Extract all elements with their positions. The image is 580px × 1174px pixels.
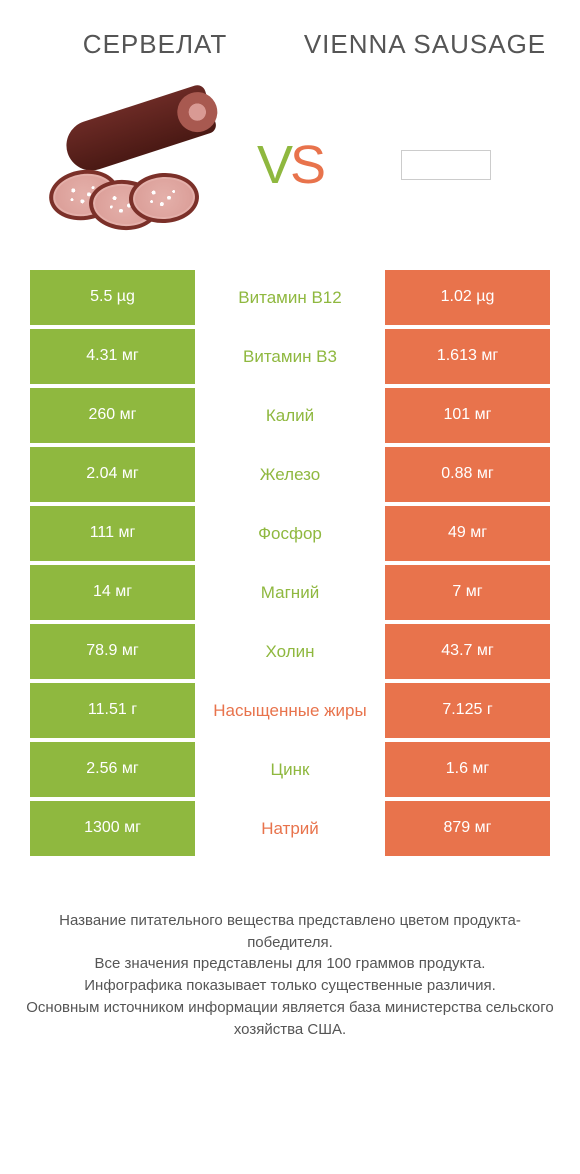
footer-line-2: Все значения представлены для 100 граммо… <box>20 953 560 975</box>
cervelat-illustration <box>34 95 234 235</box>
left-value: 5.5 µg <box>30 270 195 325</box>
left-value: 2.04 мг <box>30 447 195 502</box>
left-value: 11.51 г <box>30 683 195 738</box>
table-row: 2.04 мгЖелезо0.88 мг <box>30 447 550 502</box>
right-image-col <box>331 90 560 240</box>
table-row: 14 мгМагний7 мг <box>30 565 550 620</box>
comparison-table: 5.5 µgВитамин B121.02 µg4.31 мгВитамин B… <box>0 270 580 856</box>
nutrient-label: Цинк <box>195 742 385 797</box>
left-value: 111 мг <box>30 506 195 561</box>
vs-s: S <box>290 135 323 195</box>
left-value: 14 мг <box>30 565 195 620</box>
right-value: 7 мг <box>385 565 550 620</box>
table-row: 260 мгКалий101 мг <box>30 388 550 443</box>
right-value: 101 мг <box>385 388 550 443</box>
left-value: 1300 мг <box>30 801 195 856</box>
footer-line-3: Инфографика показывает только существенн… <box>20 975 560 997</box>
left-image-col <box>20 90 249 240</box>
right-value: 1.02 µg <box>385 270 550 325</box>
nutrient-label: Витамин B12 <box>195 270 385 325</box>
header-left: СЕРВЕЛАТ <box>20 30 290 60</box>
vs-v: V <box>257 135 290 195</box>
left-product-title: СЕРВЕЛАТ <box>20 30 290 60</box>
table-row: 11.51 гНасыщенные жиры7.125 г <box>30 683 550 738</box>
nutrient-label: Насыщенные жиры <box>195 683 385 738</box>
left-value: 4.31 мг <box>30 329 195 384</box>
right-product-title: VIENNA SAUSAGE <box>290 30 560 60</box>
nutrient-label: Фосфор <box>195 506 385 561</box>
table-row: 78.9 мгХолин43.7 мг <box>30 624 550 679</box>
table-row: 1300 мгНатрий879 мг <box>30 801 550 856</box>
footer-notes: Название питательного вещества представл… <box>0 860 580 1041</box>
header-right: VIENNA SAUSAGE <box>290 30 560 60</box>
left-value: 260 мг <box>30 388 195 443</box>
table-row: 5.5 µgВитамин B121.02 µg <box>30 270 550 325</box>
right-value: 879 мг <box>385 801 550 856</box>
left-value: 2.56 мг <box>30 742 195 797</box>
footer-line-1: Название питательного вещества представл… <box>20 910 560 954</box>
right-value: 0.88 мг <box>385 447 550 502</box>
right-value: 49 мг <box>385 506 550 561</box>
header: СЕРВЕЛАТ VIENNA SAUSAGE <box>0 0 580 70</box>
right-value: 1.613 мг <box>385 329 550 384</box>
nutrient-label: Калий <box>195 388 385 443</box>
left-value: 78.9 мг <box>30 624 195 679</box>
image-row: VS <box>0 70 580 270</box>
footer-line-4: Основным источником информации является … <box>20 997 560 1041</box>
nutrient-label: Натрий <box>195 801 385 856</box>
nutrient-label: Витамин B3 <box>195 329 385 384</box>
nutrient-label: Магний <box>195 565 385 620</box>
nutrient-label: Холин <box>195 624 385 679</box>
vienna-image-placeholder <box>401 150 491 180</box>
right-value: 7.125 г <box>385 683 550 738</box>
table-row: 4.31 мгВитамин B31.613 мг <box>30 329 550 384</box>
right-value: 1.6 мг <box>385 742 550 797</box>
table-row: 111 мгФосфор49 мг <box>30 506 550 561</box>
right-value: 43.7 мг <box>385 624 550 679</box>
table-row: 2.56 мгЦинк1.6 мг <box>30 742 550 797</box>
vs-label: VS <box>249 134 331 196</box>
nutrient-label: Железо <box>195 447 385 502</box>
